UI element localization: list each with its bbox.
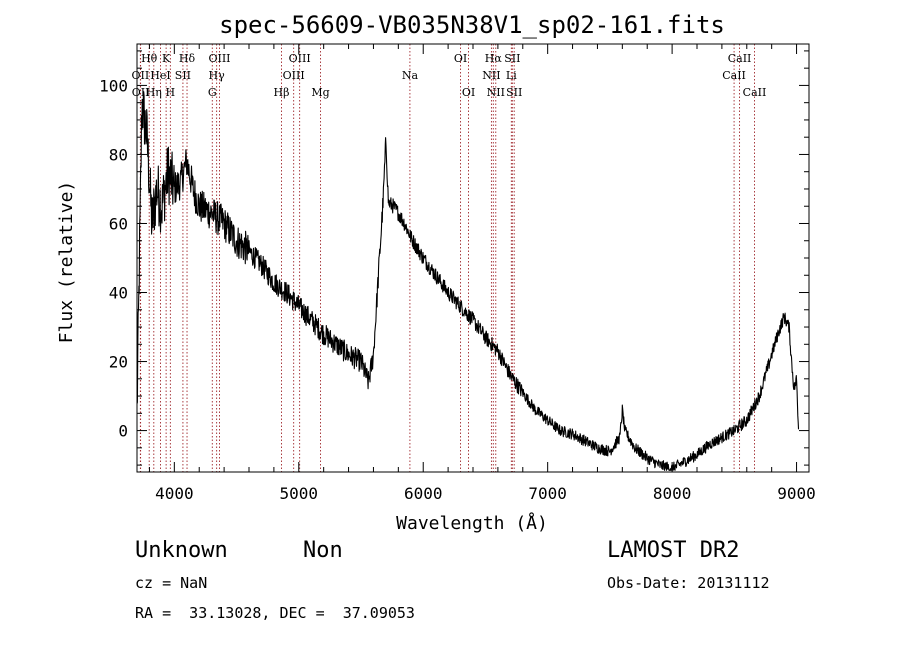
line-label-23: Li <box>506 69 517 82</box>
y-tick-label: 60 <box>109 214 128 233</box>
line-label-12: Hβ <box>274 86 290 99</box>
line-label-5: K <box>162 52 171 65</box>
line-label-4: Hη <box>146 86 162 99</box>
line-label-22: SII <box>504 52 520 65</box>
line-label-14: OIII <box>283 69 305 82</box>
object-class: Unknown <box>135 538 228 563</box>
line-label-0: Hθ <box>141 52 158 65</box>
x-axis-label: Wavelength (Å) <box>396 512 548 534</box>
x-tick-label: 5000 <box>280 484 319 503</box>
redshift: cz = NaN <box>135 574 208 592</box>
line-label-26: CaII <box>722 69 746 82</box>
x-axis-ticks: 4000 5000 6000 7000 8000 9000 <box>148 44 816 503</box>
object-subclass: Non <box>303 538 343 563</box>
line-label-10: Hγ <box>209 69 226 82</box>
line-label-9: OIII <box>208 52 230 65</box>
line-label-7: SII <box>175 69 191 82</box>
line-label-6: H <box>166 86 176 99</box>
line-label-24: SII <box>506 86 522 99</box>
line-label-27: CaII <box>743 86 767 99</box>
line-label-1: OII <box>132 69 150 82</box>
emission-line-markers <box>139 44 755 472</box>
line-label-11: G <box>208 86 217 99</box>
y-tick-label: 0 <box>118 422 128 441</box>
y-tick-label: 40 <box>109 284 128 303</box>
obs-date: Obs-Date: 20131112 <box>607 574 770 592</box>
x-tick-label: 9000 <box>777 484 816 503</box>
y-tick-label: 80 <box>109 145 128 164</box>
plot-frame <box>136 43 810 473</box>
line-label-17: OI <box>454 52 467 65</box>
line-label-18: OI <box>462 86 475 99</box>
spectrum-line <box>136 91 800 471</box>
line-label-19: Hα <box>485 52 503 65</box>
line-label-20: NII <box>482 69 500 82</box>
survey-name: LAMOST DR2 <box>607 538 740 563</box>
chart-title: spec-56609-VB035N38V1_sp02-161.fits <box>219 11 725 39</box>
line-label-13: OIII <box>289 52 311 65</box>
line-label-8: Hδ <box>179 52 196 65</box>
line-label-16: Na <box>402 69 419 82</box>
y-tick-label: 20 <box>109 353 128 372</box>
y-axis-ticks: 0 20 40 60 80 100 <box>99 50 809 466</box>
x-tick-label: 4000 <box>155 484 194 503</box>
y-tick-label: 100 <box>99 76 128 95</box>
line-label-21: NII <box>487 86 505 99</box>
x-tick-label: 8000 <box>653 484 692 503</box>
x-tick-label: 7000 <box>528 484 567 503</box>
line-label-15: Mg <box>311 86 329 99</box>
y-axis-label: Flux (relative) <box>56 181 77 344</box>
line-label-3: HeI <box>150 69 170 82</box>
x-tick-label: 6000 <box>404 484 443 503</box>
line-label-2: OII <box>132 86 150 99</box>
line-label-25: CaII <box>728 52 752 65</box>
coordinates: RA = 33.13028, DEC = 37.09053 <box>135 604 415 622</box>
